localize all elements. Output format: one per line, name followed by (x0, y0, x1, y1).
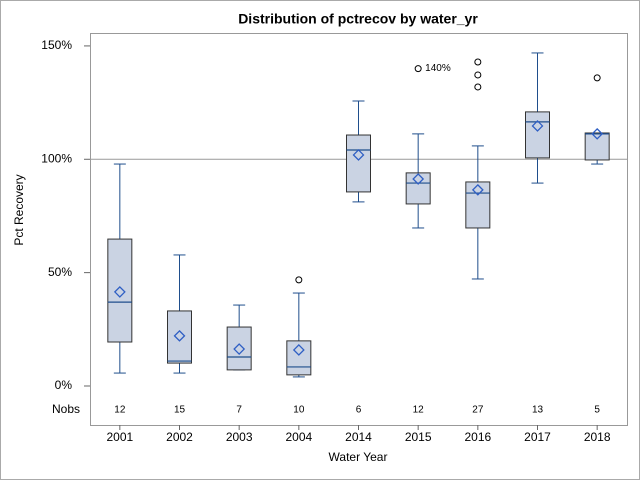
x-tick-label: 2016 (464, 430, 491, 444)
nobs-label: Nobs (52, 402, 80, 416)
mean-marker (113, 285, 126, 298)
mean-marker (471, 183, 484, 196)
outlier (474, 71, 482, 79)
mean-marker (412, 173, 425, 185)
outlier (593, 74, 601, 82)
outlier (414, 65, 422, 73)
box (525, 111, 550, 159)
nobs-value: 10 (293, 405, 305, 416)
mean-marker (233, 343, 246, 355)
outlier (474, 83, 482, 91)
mean-marker (292, 344, 305, 356)
y-tick-label: 100% (41, 151, 72, 165)
x-tick-label: 2002 (166, 430, 193, 444)
nobs-value: 27 (472, 405, 484, 416)
box (465, 181, 491, 229)
nobs-value: 5 (594, 405, 600, 416)
box (107, 238, 133, 343)
x-tick-label: 2018 (584, 430, 611, 444)
mean-marker (173, 329, 186, 342)
nobs-value: 6 (356, 405, 362, 416)
x-tick-label: 2004 (285, 430, 312, 444)
nobs-value: 7 (236, 405, 242, 416)
x-tick-label: 2001 (106, 430, 133, 444)
box (167, 310, 192, 364)
box (226, 326, 252, 371)
x-axis-label: Water Year (329, 450, 388, 464)
box (405, 172, 431, 205)
nobs-value: 12 (114, 405, 126, 416)
outlier (295, 276, 303, 284)
x-tick-label: 2015 (405, 430, 432, 444)
nobs-value: 12 (413, 405, 425, 416)
outlier-label: 140% (425, 63, 451, 74)
box (584, 132, 610, 161)
x-tick-label: 2014 (345, 430, 372, 444)
x-tick-label: 2003 (226, 430, 253, 444)
x-tick-label: 2017 (524, 430, 551, 444)
box (346, 134, 371, 193)
y-tick-label: 0% (55, 378, 73, 392)
box (286, 340, 312, 376)
mean-marker (591, 127, 604, 140)
outlier (474, 58, 482, 66)
y-tick-label: 150% (41, 38, 72, 52)
y-tick-label: 50% (48, 265, 72, 279)
mean-marker (531, 120, 544, 132)
nobs-value: 13 (532, 405, 544, 416)
chart-title: Distribution of pctrecov by water_yr (238, 11, 478, 27)
nobs-value: 15 (174, 405, 186, 416)
mean-marker (352, 149, 365, 161)
y-axis-label: Pct Recovery (12, 174, 26, 245)
